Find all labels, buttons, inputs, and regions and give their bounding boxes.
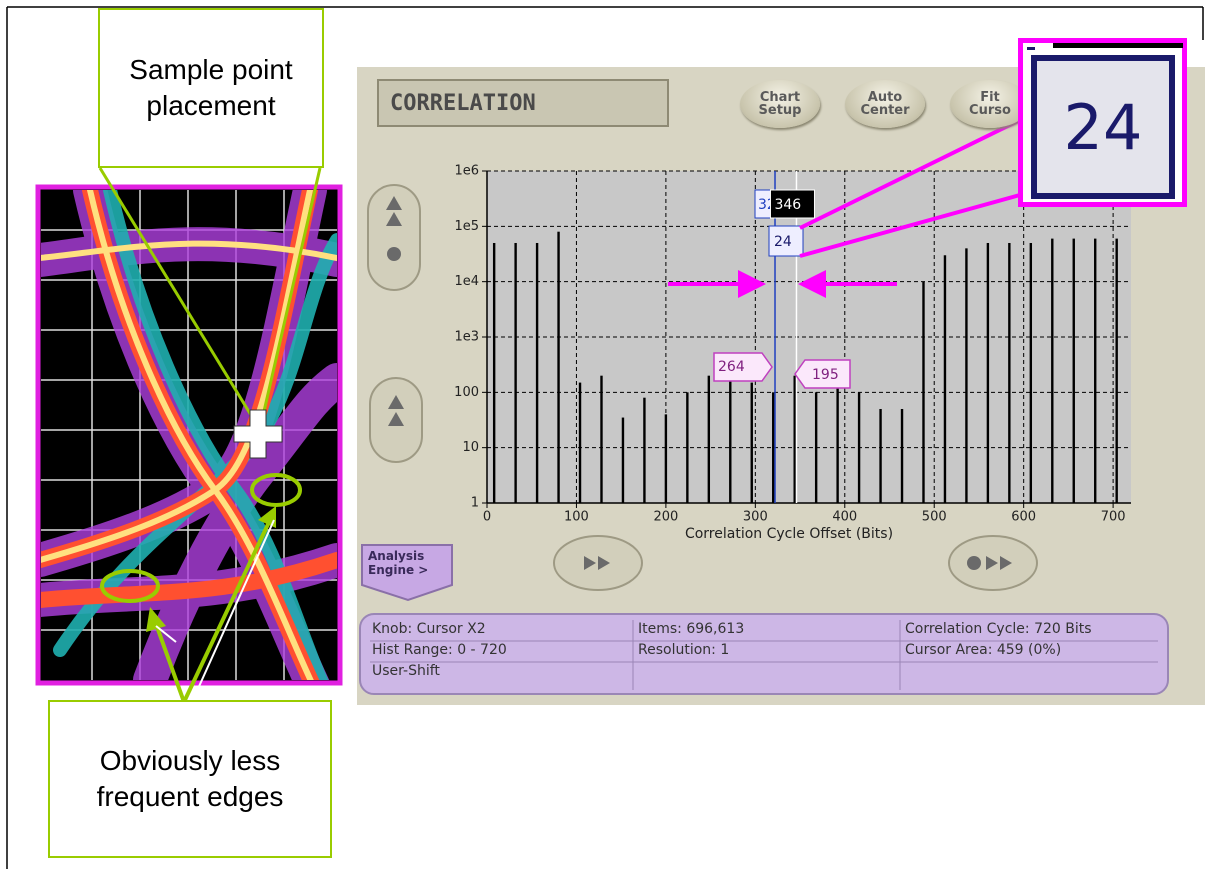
- status-cell: Cursor Area: 459 (0%): [905, 642, 1061, 658]
- bar: [901, 409, 903, 503]
- status-cell: User-Shift: [372, 663, 440, 679]
- status-cell: Resolution: 1: [638, 642, 729, 658]
- window-title: CORRELATION: [390, 91, 536, 116]
- bar: [643, 398, 645, 503]
- bar: [965, 248, 967, 503]
- bar: [600, 376, 602, 503]
- bar: [1008, 243, 1010, 503]
- zoom-value: 24: [1031, 55, 1175, 199]
- bar: [987, 243, 989, 503]
- page: CORRELATION 1 10 100 1e3 1e4 1e5 1e6 0 100 200 300…: [0, 0, 1209, 869]
- x-tick-label: 700: [1101, 510, 1126, 525]
- bar: [793, 376, 795, 503]
- bar: [1030, 243, 1032, 503]
- bar: [557, 232, 559, 503]
- bar: [1051, 239, 1053, 503]
- bar: [1073, 239, 1075, 503]
- y-tick-label: 1e5: [454, 219, 479, 234]
- toolbar-button[interactable]: Chart Setup: [740, 80, 820, 128]
- x-tick-label: 400: [832, 510, 857, 525]
- toolbar-button[interactable]: Auto Center: [845, 80, 925, 128]
- status-cell: Hist Range: 0 - 720: [372, 642, 507, 658]
- annotation-box: Sample point placement: [98, 8, 324, 168]
- delta-label: 24: [774, 234, 792, 250]
- count-label: 264: [718, 359, 745, 375]
- bar: [493, 243, 495, 503]
- bar: [665, 414, 667, 503]
- y-tick-label: 1e4: [454, 274, 479, 289]
- bar: [772, 392, 774, 503]
- status-cell: Knob: Cursor X2: [372, 621, 486, 637]
- bar: [922, 282, 924, 503]
- bar: [751, 383, 753, 503]
- x-tick-label: 500: [922, 510, 947, 525]
- status-cell: Correlation Cycle: 720 Bits: [905, 621, 1092, 637]
- x-axis-title: Correlation Cycle Offset (Bits): [685, 526, 893, 542]
- x-tick-label: 100: [564, 510, 589, 525]
- bar: [879, 409, 881, 503]
- annotation-box: Obviously less frequent edges: [48, 700, 332, 858]
- x-tick-label: 300: [743, 510, 768, 525]
- y-tick-label: 1: [471, 496, 479, 511]
- y-tick-label: 1e6: [454, 164, 479, 179]
- bar: [944, 255, 946, 503]
- bar: [622, 418, 624, 503]
- cursor-label: 346: [774, 197, 801, 213]
- x-tick-label: 600: [1011, 510, 1036, 525]
- bar: [1115, 239, 1117, 503]
- zoom-callout: 24: [1018, 38, 1187, 207]
- y-tick-label: 1e3: [454, 330, 479, 345]
- bar: [514, 243, 516, 503]
- bar: [708, 376, 710, 503]
- bar: [686, 392, 688, 503]
- bar: [579, 383, 581, 503]
- y-tick-label: 10: [462, 440, 479, 455]
- status-cell: Items: 696,613: [638, 621, 744, 637]
- bar: [815, 392, 817, 503]
- x-tick-label: 0: [483, 510, 491, 525]
- bar: [536, 243, 538, 503]
- x-tick-label: 200: [653, 510, 678, 525]
- bar: [858, 392, 860, 503]
- bar: [836, 376, 838, 503]
- bar: [1094, 239, 1096, 503]
- y-tick-label: 100: [454, 385, 479, 400]
- count-label: 195: [812, 367, 839, 383]
